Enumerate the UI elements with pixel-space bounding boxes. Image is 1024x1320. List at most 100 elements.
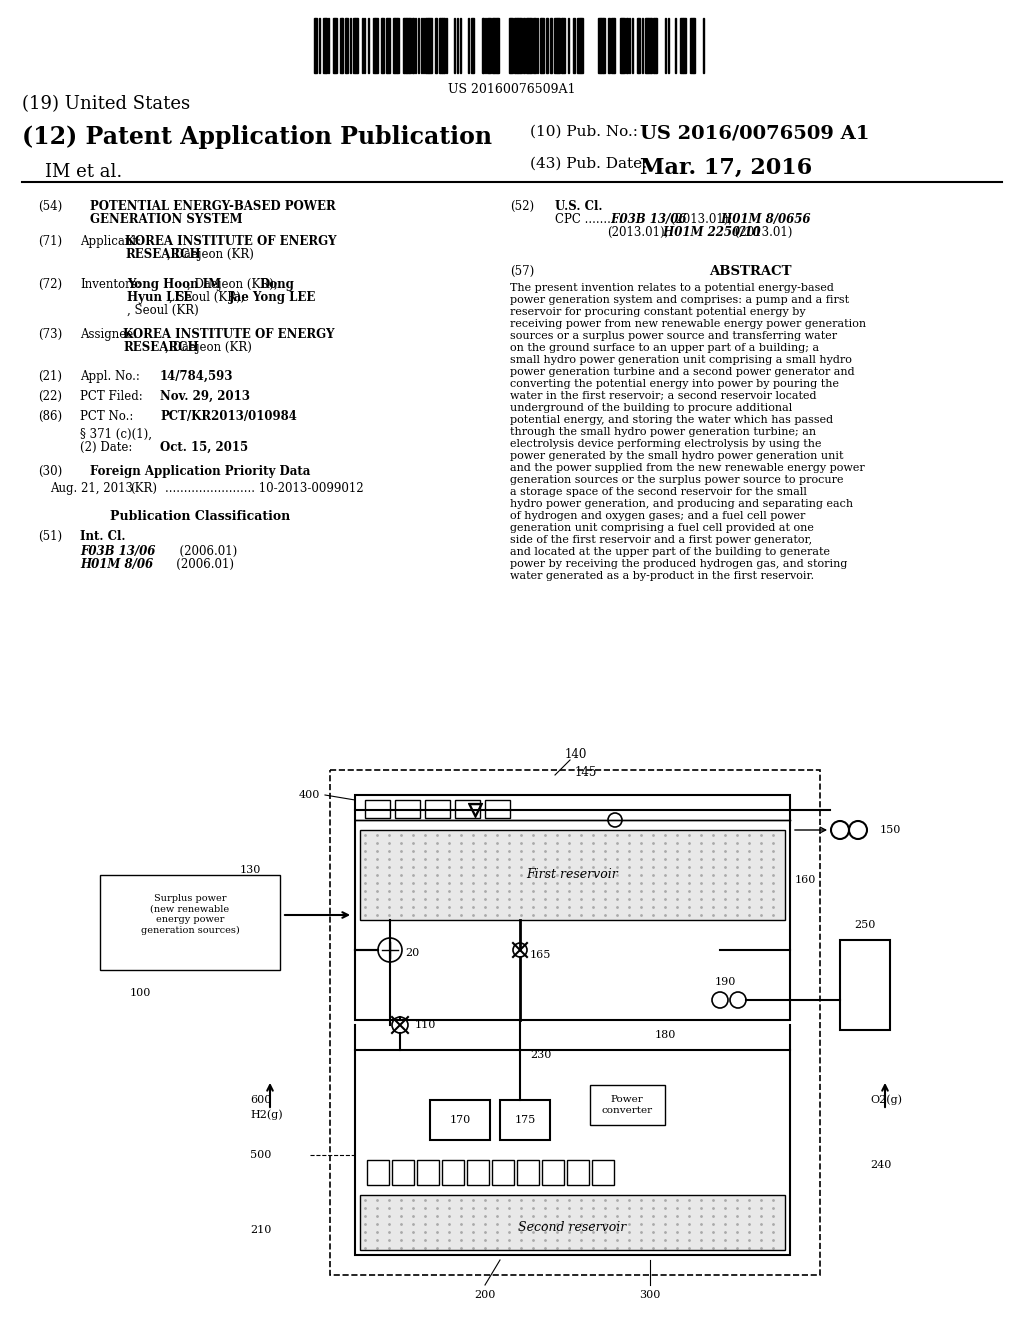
Text: water generated as a by-product in the first reservoir.: water generated as a by-product in the f… (510, 572, 814, 581)
Bar (520, 18, 522, 73)
Text: 180: 180 (655, 1030, 677, 1040)
Text: CPC ..........: CPC .......... (555, 213, 623, 226)
Text: 20: 20 (406, 948, 419, 958)
Text: electrolysis device performing electrolysis by using the: electrolysis device performing electroly… (510, 440, 821, 449)
Text: power by receiving the produced hydrogen gas, and storing: power by receiving the produced hydrogen… (510, 558, 848, 569)
Bar (404, 18, 406, 73)
Text: (2013.01);: (2013.01); (607, 226, 669, 239)
Bar (562, 18, 565, 73)
Text: (71): (71) (38, 235, 62, 248)
Bar (518, 18, 520, 73)
Text: 175: 175 (514, 1115, 536, 1125)
Bar (442, 18, 444, 73)
Text: reservoir for procuring constant potential energy by: reservoir for procuring constant potenti… (510, 308, 806, 317)
Text: PCT/KR2013/010984: PCT/KR2013/010984 (160, 411, 297, 422)
Text: side of the first reservoir and a first power generator,: side of the first reservoir and a first … (510, 535, 812, 545)
Text: Second reservoir: Second reservoir (518, 1221, 627, 1234)
Text: , Seoul (KR): , Seoul (KR) (127, 304, 199, 317)
Bar (541, 18, 544, 73)
Text: 100: 100 (130, 987, 152, 998)
Polygon shape (360, 830, 785, 920)
Text: 230: 230 (530, 1049, 551, 1060)
Text: Inventors:: Inventors: (80, 279, 140, 290)
Bar (353, 18, 355, 73)
Text: GENERATION SYSTEM: GENERATION SYSTEM (90, 213, 243, 226)
Text: F03B 13/06: F03B 13/06 (80, 545, 156, 558)
Text: 600: 600 (250, 1096, 271, 1105)
Text: and the power supplied from the new renewable energy power: and the power supplied from the new rene… (510, 463, 864, 473)
Bar (375, 18, 378, 73)
Text: (86): (86) (38, 411, 62, 422)
Text: 300: 300 (639, 1290, 660, 1300)
Text: sources or a surplus power source and transferring water: sources or a surplus power source and tr… (510, 331, 838, 341)
Text: generation unit comprising a fuel cell provided at one: generation unit comprising a fuel cell p… (510, 523, 814, 533)
Bar (487, 18, 489, 73)
Bar (611, 18, 614, 73)
Text: POTENTIAL ENERGY-BASED POWER: POTENTIAL ENERGY-BASED POWER (90, 201, 336, 213)
Text: on the ground surface to an upper part of a building; a: on the ground surface to an upper part o… (510, 343, 819, 352)
Text: H01M 8/06: H01M 8/06 (80, 558, 154, 572)
Bar (577, 18, 580, 73)
Text: 140: 140 (565, 748, 588, 762)
Text: 150: 150 (880, 825, 901, 836)
Bar (387, 18, 390, 73)
Bar (534, 18, 536, 73)
Text: US 2016/0076509 A1: US 2016/0076509 A1 (640, 125, 869, 143)
Text: (73): (73) (38, 327, 62, 341)
Text: Applicant:: Applicant: (80, 235, 141, 248)
Text: (10) Pub. No.:: (10) Pub. No.: (530, 125, 638, 139)
Polygon shape (360, 1195, 785, 1250)
Text: power generation system and comprises: a pump and a first: power generation system and comprises: a… (510, 294, 849, 305)
Text: U.S. Cl.: U.S. Cl. (555, 201, 602, 213)
Text: US 20160076509A1: US 20160076509A1 (449, 83, 575, 96)
Text: 170: 170 (450, 1115, 471, 1125)
Text: 110: 110 (415, 1020, 436, 1030)
Text: receiving power from new renewable energy power generation: receiving power from new renewable energ… (510, 319, 866, 329)
Bar (690, 18, 693, 73)
Text: 500: 500 (250, 1150, 271, 1160)
Text: H01M 2250/10: H01M 2250/10 (659, 226, 761, 239)
Text: Mar. 17, 2016: Mar. 17, 2016 (640, 157, 812, 180)
Text: RESEARCH: RESEARCH (125, 248, 201, 261)
Text: (30): (30) (38, 465, 62, 478)
Text: 200: 200 (474, 1290, 496, 1300)
Bar (440, 18, 442, 73)
Bar (528, 18, 530, 73)
Bar (395, 18, 397, 73)
Text: PCT Filed:: PCT Filed: (80, 389, 142, 403)
Text: Nov. 29, 2013: Nov. 29, 2013 (160, 389, 250, 403)
Bar (573, 18, 575, 73)
Text: (19) United States: (19) United States (22, 95, 190, 114)
Bar (340, 18, 342, 73)
Text: Surplus power
(new renewable
energy power
generation sources): Surplus power (new renewable energy powe… (140, 895, 240, 935)
Bar (654, 18, 656, 73)
Bar (409, 18, 411, 73)
Bar (598, 18, 600, 73)
Bar (601, 18, 603, 73)
Text: Publication Classification: Publication Classification (110, 510, 290, 523)
Bar (382, 18, 384, 73)
Bar (323, 18, 325, 73)
Bar (623, 18, 625, 73)
Bar (680, 18, 683, 73)
Text: (43) Pub. Date:: (43) Pub. Date: (530, 157, 647, 172)
Bar (315, 18, 317, 73)
Text: power generation turbine and a second power generator and: power generation turbine and a second po… (510, 367, 855, 378)
Text: hydro power generation, and producing and separating each: hydro power generation, and producing an… (510, 499, 853, 510)
Text: water in the first reservoir; a second reservoir located: water in the first reservoir; a second r… (510, 391, 816, 401)
Text: small hydro power generation unit comprising a small hydro: small hydro power generation unit compri… (510, 355, 852, 366)
Text: (51): (51) (38, 531, 62, 543)
Text: Aug. 21, 2013: Aug. 21, 2013 (50, 482, 133, 495)
Bar (638, 18, 640, 73)
Text: PCT No.:: PCT No.: (80, 411, 133, 422)
Text: Assignee:: Assignee: (80, 327, 137, 341)
Text: (72): (72) (38, 279, 62, 290)
Text: and located at the upper part of the building to generate: and located at the upper part of the bui… (510, 546, 830, 557)
Text: (54): (54) (38, 201, 62, 213)
Bar (407, 18, 409, 73)
Text: (2006.01): (2006.01) (135, 558, 234, 572)
Text: 400: 400 (299, 789, 319, 800)
Bar (397, 18, 399, 73)
Text: of hydrogen and oxygen gases; and a fuel cell power: of hydrogen and oxygen gases; and a fuel… (510, 511, 805, 521)
Text: Int. Cl.: Int. Cl. (80, 531, 126, 543)
